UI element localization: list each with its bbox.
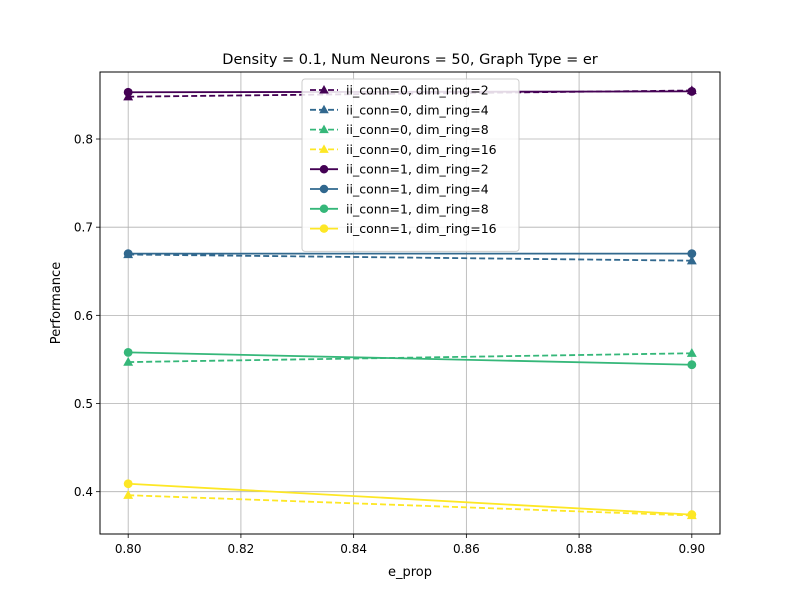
legend-label: ii_conn=0, dim_ring=16	[346, 142, 497, 157]
legend-label: ii_conn=1, dim_ring=4	[346, 182, 489, 197]
legend-marker	[319, 164, 329, 174]
x-tick-label: 0.88	[566, 542, 593, 556]
x-axis-label: e_prop	[388, 565, 432, 580]
legend-marker	[319, 144, 329, 153]
x-tick-label: 0.90	[678, 542, 705, 556]
series-solid-7	[123, 479, 697, 520]
legend-label: ii_conn=1, dim_ring=2	[346, 162, 489, 177]
legend-marker	[319, 104, 329, 114]
legend-entry: ii_conn=0, dim_ring=16	[310, 142, 497, 157]
legend-entry: ii_conn=0, dim_ring=2	[310, 83, 489, 98]
legend-marker	[319, 204, 329, 214]
legend-box	[301, 78, 520, 252]
legend-entry: ii_conn=0, dim_ring=8	[310, 122, 489, 137]
y-tick-label: 0.7	[74, 221, 93, 235]
legend-entry: ii_conn=1, dim_ring=2	[310, 162, 489, 177]
data-point	[686, 255, 697, 265]
y-tick-label: 0.5	[74, 397, 93, 411]
series-solid-6	[123, 347, 697, 370]
legend-label: ii_conn=1, dim_ring=16	[346, 221, 497, 236]
legend-label: ii_conn=0, dim_ring=8	[346, 122, 489, 137]
x-tick-label: 0.86	[453, 542, 480, 556]
legend-marker	[319, 224, 329, 233]
series-line	[128, 494, 692, 517]
legend-entry: ii_conn=1, dim_ring=4	[310, 182, 489, 197]
plot-frame	[99, 71, 721, 535]
legend-entry: ii_conn=0, dim_ring=4	[310, 102, 489, 117]
x-tick-label: 0.80	[115, 542, 142, 556]
legend-entry: ii_conn=1, dim_ring=16	[310, 221, 497, 236]
legend-label: ii_conn=1, dim_ring=8	[346, 201, 489, 216]
legend-marker	[319, 124, 329, 134]
y-tick-label: 0.4	[74, 485, 93, 499]
axis-ticks: 0.80 0.82 0.84 0.86 0.88 0.90 0.4 0.5 0.6 0.7 0.8	[74, 133, 705, 556]
y-axis-label: Performance	[49, 262, 64, 344]
data-point	[123, 479, 133, 489]
data-point	[687, 249, 697, 259]
data-point	[123, 356, 134, 366]
legend-label: ii_conn=0, dim_ring=2	[346, 83, 489, 98]
legend-marker	[319, 184, 329, 194]
legend-label: ii_conn=0, dim_ring=4	[346, 102, 489, 117]
series-solid-5	[123, 249, 697, 259]
series-line	[128, 351, 692, 366]
data-point	[123, 249, 133, 259]
data-point	[123, 490, 134, 499]
chart-title: Density = 0.1, Num Neurons = 50, Graph T…	[222, 52, 597, 68]
legend: ii_conn=0, dim_ring=2 ii_conn=0, dim_ring…	[301, 78, 520, 252]
x-tick-label: 0.82	[228, 542, 255, 556]
y-tick-label: 0.6	[74, 309, 93, 323]
series-line	[128, 482, 692, 516]
data-point	[123, 87, 133, 97]
legend-marker	[319, 85, 329, 94]
data-point	[123, 347, 133, 357]
y-tick-label: 0.8	[74, 133, 93, 147]
series-line	[128, 253, 692, 262]
x-tick-label: 0.84	[340, 542, 367, 556]
data-point	[687, 360, 697, 370]
data-point	[687, 86, 697, 96]
data-point	[687, 510, 697, 520]
legend-entry: ii_conn=1, dim_ring=8	[310, 201, 489, 216]
data-point	[686, 348, 697, 357]
